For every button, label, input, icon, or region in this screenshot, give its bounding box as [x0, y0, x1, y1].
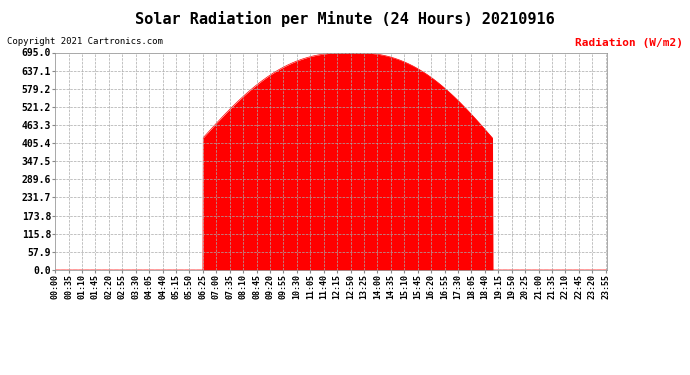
Text: Solar Radiation per Minute (24 Hours) 20210916: Solar Radiation per Minute (24 Hours) 20…	[135, 11, 555, 27]
Text: Copyright 2021 Cartronics.com: Copyright 2021 Cartronics.com	[7, 38, 163, 46]
Text: Radiation (W/m2): Radiation (W/m2)	[575, 38, 683, 48]
